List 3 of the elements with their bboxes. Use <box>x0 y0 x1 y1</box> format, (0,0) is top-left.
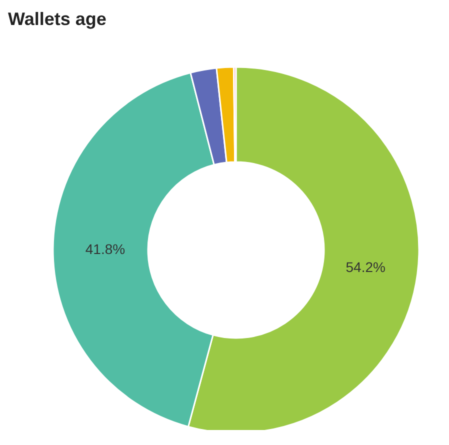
chart-title: Wallets age <box>8 8 108 30</box>
data-label: 41.8% <box>85 241 126 258</box>
data-label: 54.2% <box>346 259 386 276</box>
